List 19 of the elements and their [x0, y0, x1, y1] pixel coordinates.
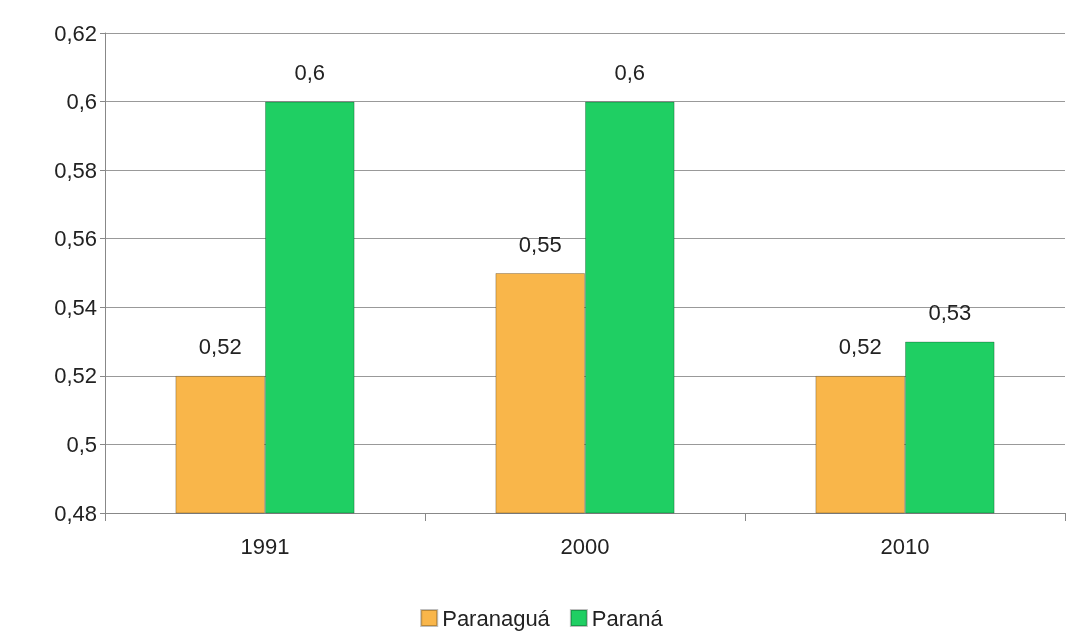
y-tick-label: 0,62	[54, 20, 97, 46]
data-label: 0,6	[614, 60, 646, 86]
data-label: 0,52	[838, 334, 882, 360]
data-label: 0,53	[928, 300, 972, 326]
legend-label: Paranaguá	[442, 605, 551, 631]
x-tick-label: 2000	[560, 533, 610, 559]
y-tick-label: 0,58	[54, 157, 97, 183]
x-tick-label: 1991	[240, 533, 290, 559]
legend-label: Paraná	[591, 605, 664, 631]
data-label: 0,52	[198, 334, 242, 360]
y-tick-label: 0,48	[54, 500, 97, 526]
y-tick-label: 0,54	[54, 294, 97, 320]
y-tick-label: 0,5	[66, 431, 97, 457]
y-tick-label: 0,6	[66, 89, 97, 115]
y-tick-label: 0,52	[54, 363, 97, 389]
data-label: 0,6	[294, 60, 326, 86]
x-tick-label: 2010	[880, 533, 930, 559]
y-tick-label: 0,56	[54, 226, 97, 252]
data-label: 0,55	[518, 231, 562, 257]
